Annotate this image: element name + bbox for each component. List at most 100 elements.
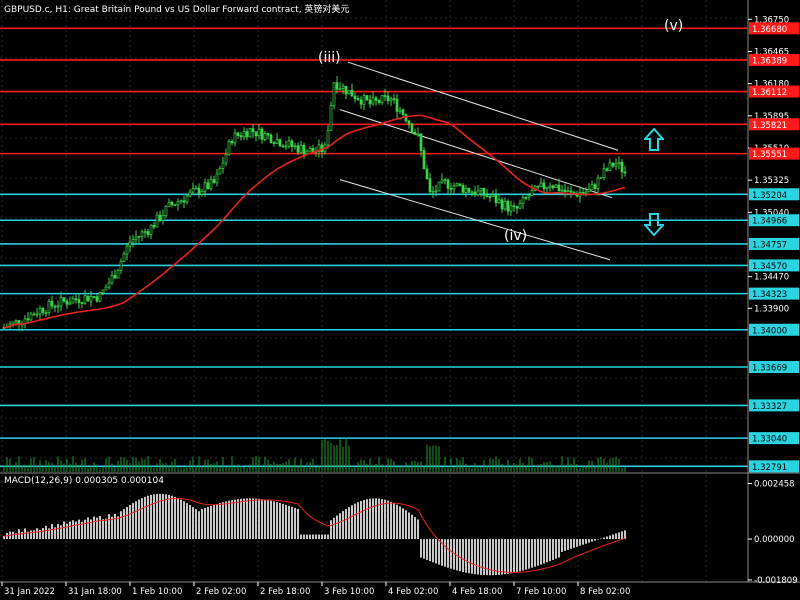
- macd-bar: [489, 539, 491, 576]
- candle-body: [371, 97, 375, 105]
- macd-bar: [153, 494, 155, 540]
- macd-bar: [117, 516, 119, 540]
- macd-bar: [207, 506, 209, 540]
- candle-body: [539, 182, 543, 187]
- level-price-labels: 1.36680 1.36389 1.36112 1.35821 1.35551 1.352…: [749, 22, 799, 473]
- macd-bar: [441, 539, 443, 566]
- level-price-text: 1.34000: [752, 326, 787, 336]
- candle-body: [503, 200, 507, 210]
- level-price-text: 1.34323: [752, 290, 787, 300]
- candle-body: [197, 187, 201, 195]
- candle-body: [374, 97, 378, 101]
- macd-bar: [105, 518, 107, 540]
- candle-body: [230, 141, 234, 144]
- macd-bar: [60, 525, 62, 540]
- candle-body: [599, 177, 603, 179]
- volume-bars: [3, 437, 626, 472]
- candle-body: [248, 128, 252, 138]
- candle-body: [449, 188, 453, 190]
- candle-body: [224, 153, 228, 164]
- candle-body: [338, 88, 342, 90]
- price-tick-label: 1.36465: [754, 47, 789, 57]
- macd-bar: [570, 539, 572, 549]
- candle-body: [401, 109, 405, 115]
- candle-body: [35, 313, 39, 316]
- macd-bar: [231, 500, 233, 540]
- macd-tick-label: 0.002458: [754, 479, 795, 489]
- macd-bar: [600, 538, 602, 540]
- candle-body: [494, 194, 498, 203]
- level-price-text: 1.35551: [752, 150, 787, 160]
- candle-body: [530, 190, 534, 196]
- candle-body: [410, 123, 414, 133]
- macd-bar: [39, 529, 41, 540]
- time-axis: 31 Jan 2022 31 Jan 18:00 1 Feb 10:00 2 Feb …: [1, 582, 630, 597]
- candle-body: [98, 292, 102, 302]
- macd-bar: [144, 496, 146, 540]
- price-tick-label: 1.35895: [754, 112, 789, 122]
- macd-bar: [456, 539, 458, 571]
- candle-body: [191, 188, 195, 193]
- macd-bar: [483, 539, 485, 576]
- macd-bar: [549, 539, 551, 562]
- level-price-tag: [749, 361, 799, 374]
- candle-body: [239, 135, 243, 138]
- candle-body: [467, 187, 471, 193]
- candle-body: [38, 307, 42, 315]
- macd-bar: [111, 516, 113, 540]
- macd-bar: [42, 527, 44, 540]
- macd-bar: [303, 534, 305, 540]
- macd-bar: [486, 539, 488, 576]
- macd-bar: [330, 520, 332, 540]
- candle-body: [587, 189, 591, 193]
- macd-bar: [63, 521, 65, 540]
- candle-body: [509, 205, 513, 212]
- candle-body: [437, 181, 441, 192]
- macd-bar: [81, 521, 83, 540]
- macd-bar: [51, 523, 53, 540]
- level-price-tag: [749, 237, 799, 250]
- candle-body: [545, 186, 549, 190]
- level-price-text: 1.36680: [752, 25, 787, 35]
- candle-body: [536, 185, 540, 188]
- macd-bar: [435, 539, 437, 564]
- macd-bar: [306, 534, 308, 540]
- candle-body: [353, 95, 357, 99]
- macd-bar: [156, 493, 158, 540]
- macd-bar: [543, 539, 545, 564]
- candle-body: [470, 191, 474, 194]
- candle-body: [560, 189, 564, 192]
- candle-body: [155, 214, 159, 228]
- candle-body: [500, 199, 504, 210]
- candle-body: [164, 206, 168, 217]
- macd-bar: [273, 501, 275, 540]
- macd-bar: [33, 530, 35, 540]
- level-price-text: 1.36389: [752, 56, 787, 66]
- candle-body: [221, 162, 225, 169]
- macd-bar: [213, 504, 215, 540]
- candle-body: [83, 295, 87, 304]
- macd-bar: [159, 493, 161, 540]
- macd-bar: [138, 499, 140, 540]
- price-candles: [2, 76, 627, 332]
- macd-bar: [375, 498, 377, 540]
- candle-body: [569, 190, 573, 193]
- candle-body: [584, 191, 588, 194]
- time-tick-label: 2 Feb 18:00: [260, 587, 310, 597]
- macd-bar: [399, 506, 401, 540]
- candle-body: [260, 128, 264, 140]
- macd-bar: [471, 539, 473, 574]
- candle-body: [497, 199, 501, 203]
- macd-bar: [150, 494, 152, 540]
- macd-bar: [492, 539, 494, 576]
- candle-body: [143, 231, 147, 233]
- macd-bar: [567, 539, 569, 550]
- candle-body: [416, 133, 420, 136]
- candle-body: [476, 190, 480, 196]
- wave-label-v: (v): [664, 18, 684, 34]
- candle-body: [185, 195, 189, 203]
- candle-body: [425, 168, 429, 179]
- macd-label: MACD(12,26,9) 0.000305 0.000104: [4, 476, 164, 486]
- macd-bar: [576, 539, 578, 547]
